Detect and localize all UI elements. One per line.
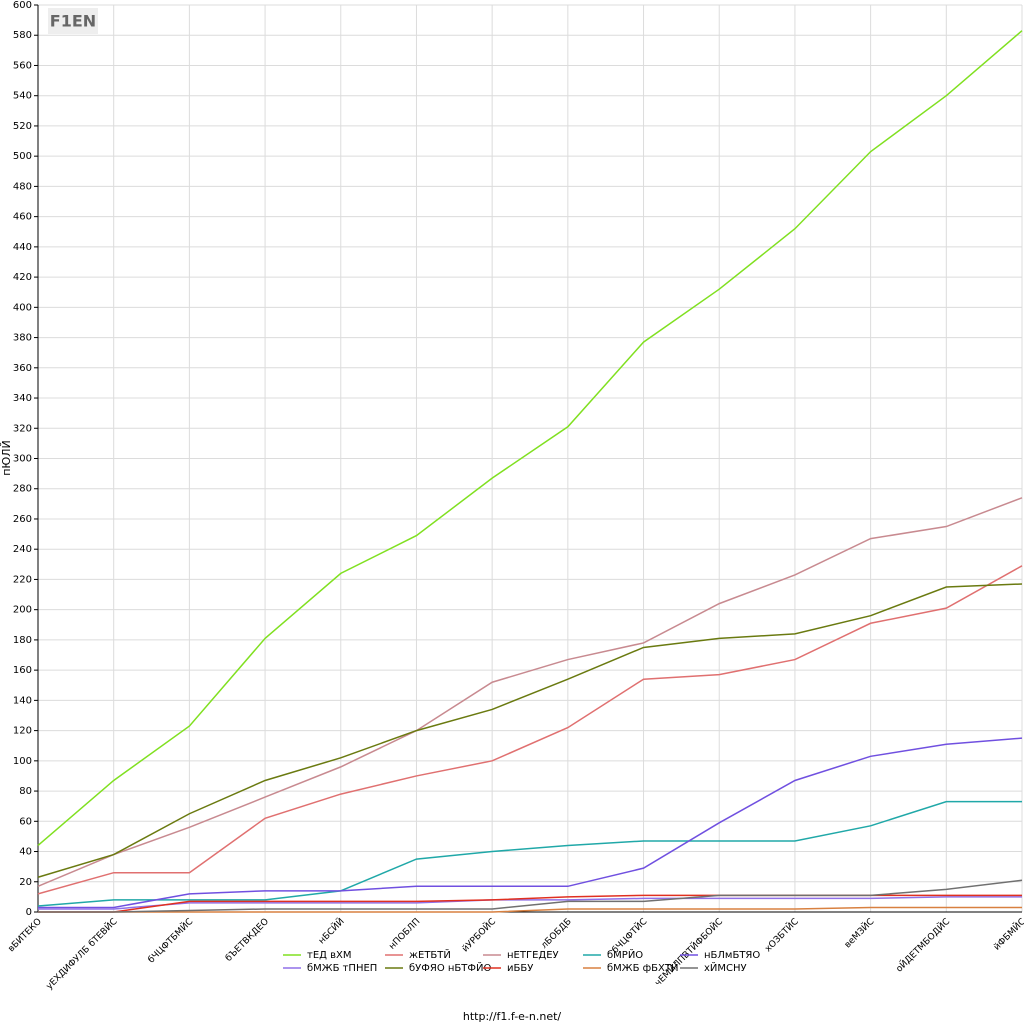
series-line <box>38 737 1023 909</box>
series-line <box>37 583 1023 878</box>
x-tick-label: нБСЙЙ <box>316 915 347 946</box>
y-tick-label: 120 <box>13 726 32 737</box>
logo-box <box>48 8 98 34</box>
x-tick-label: вБИТЕКО <box>7 917 44 954</box>
y-tick-label: 360 <box>13 363 32 374</box>
y-tick-label: 200 <box>13 605 32 616</box>
legend-label: нБЛмБТЯО <box>704 950 760 961</box>
y-tick-label: 300 <box>13 454 32 465</box>
y-tick-label: 460 <box>13 212 32 223</box>
y-axis-label: пЮЛЙ <box>0 440 13 476</box>
legend-label: нЕТГЕДЕУ <box>507 950 559 961</box>
x-tick-label: бЪЕТВКДЕО <box>224 917 271 964</box>
y-tick-label: 260 <box>13 514 32 525</box>
y-tick-label: 320 <box>13 423 32 434</box>
y-tick-label: 520 <box>13 121 32 132</box>
y-tick-label: 420 <box>13 272 32 283</box>
y-tick-label: 60 <box>19 816 32 827</box>
y-tick-label: 380 <box>13 333 32 344</box>
y-tick-label: 140 <box>13 695 32 706</box>
legend-label: жЕТБТЙ <box>409 948 451 961</box>
y-tick-label: 540 <box>13 91 32 102</box>
legend-label: бМЖБ тПНЕП <box>307 963 377 974</box>
logo-text: F1EN <box>50 12 96 31</box>
y-tick-label: 160 <box>13 665 32 676</box>
series-line <box>37 565 1023 895</box>
y-tick-label: 180 <box>13 635 32 646</box>
y-tick-label: 580 <box>13 30 32 41</box>
y-tick-label: 340 <box>13 393 32 404</box>
x-tick-label: оЙДЕТМБОДЙС <box>893 915 952 974</box>
y-tick-label: 480 <box>13 181 32 192</box>
footer: http://f1.f-e-n.net/ <box>463 1010 562 1023</box>
series-line <box>37 800 1022 907</box>
legend-label: бУФЯО нБТФЙО <box>409 961 491 974</box>
y-tick-label: 80 <box>19 786 32 797</box>
y-tick-label: 600 <box>13 0 32 11</box>
y-tick-label: 500 <box>13 151 32 162</box>
series-line <box>37 30 1023 847</box>
legend-label: тЕД вХМ <box>307 950 352 961</box>
series-line <box>38 896 1022 910</box>
series-line <box>37 497 1023 887</box>
x-tick-label: нПОБЛП <box>387 917 422 952</box>
legend-label: хЙМСНУ <box>704 961 747 974</box>
series-line <box>38 879 1023 913</box>
logo: F1EN <box>48 8 98 34</box>
y-tick-label: 240 <box>13 544 32 555</box>
y-tick-label: 440 <box>13 242 32 253</box>
y-tick-label: 280 <box>13 484 32 495</box>
y-tick-label: 20 <box>19 877 32 888</box>
x-tick-label: йУРБОЙС <box>459 915 498 954</box>
y-tick-label: 400 <box>13 302 32 313</box>
x-tick-label: бЧЦФТБМЙС <box>145 915 195 965</box>
legend-label: бМРЙО <box>607 948 643 961</box>
y-tick-label: 220 <box>13 574 32 585</box>
series-line <box>38 906 1022 913</box>
y-tick-label: 560 <box>13 60 32 71</box>
y-tick-label: 100 <box>13 756 32 767</box>
legend-label: иББУ <box>507 963 533 974</box>
x-tick-label: йФБМЙС <box>991 915 1024 952</box>
x-tick-label: лБОБДБ <box>540 917 574 951</box>
x-tick-label: веМЗЙС <box>842 915 877 950</box>
y-tick-label: 40 <box>19 847 32 858</box>
x-tick-label: хОЗБТЙС <box>762 915 801 954</box>
x-tick-label: уЕХДИФУЛБ бТЕВЙС <box>43 915 119 991</box>
y-tick-label: 0 <box>26 907 32 918</box>
legend-label: бМЖБ фБХТЙ <box>607 961 678 974</box>
